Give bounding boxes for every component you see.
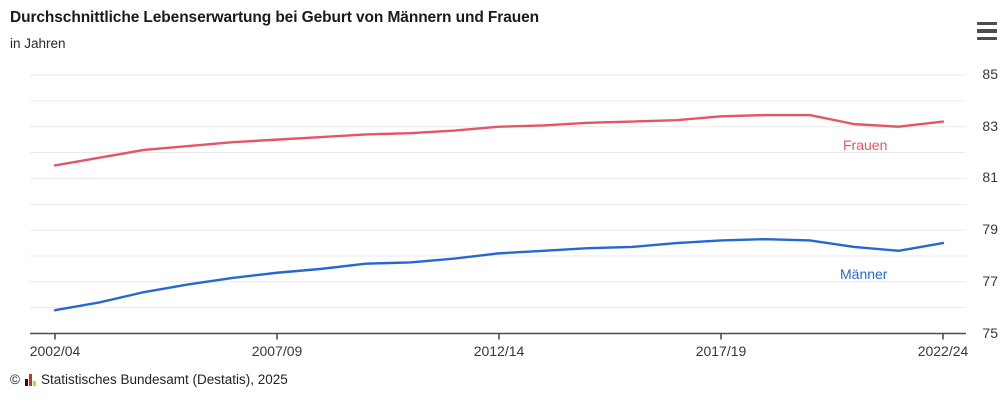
series-label-männer: Männer (840, 266, 888, 282)
y-tick-label: 77 (982, 272, 998, 289)
series-line-männer (53, 237, 945, 312)
x-tick-label: 2002/04 (29, 343, 81, 359)
x-tick-label: 2007/09 (251, 343, 303, 359)
source-line: © Statistisches Bundesamt (Destatis), 20… (10, 372, 288, 387)
y-tick-label: 79 (982, 221, 998, 238)
menu-bar (977, 29, 997, 33)
menu-icon[interactable] (977, 22, 997, 40)
series-label-frauen: Frauen (843, 137, 888, 153)
source-text: Statistisches Bundesamt (Destatis), 2025 (40, 372, 288, 387)
x-tick-label: 2012/14 (473, 343, 525, 359)
destatis-logo-icon (24, 373, 36, 386)
copyright-symbol: © (10, 372, 20, 387)
y-tick-label: 83 (982, 117, 998, 134)
y-tick-label: 75 (982, 324, 998, 341)
menu-bar (977, 36, 997, 40)
x-tick-label: 2017/19 (695, 343, 747, 359)
chart-title: Durchschnittliche Lebenserwartung bei Ge… (10, 9, 539, 26)
series-line-frauen (53, 113, 945, 167)
y-tick-label: 85 (982, 66, 998, 82)
menu-bar (977, 22, 997, 26)
chart-subtitle: in Jahren (10, 36, 66, 51)
x-tick-label: 2022/24 (917, 343, 969, 359)
y-tick-label: 81 (982, 169, 998, 186)
